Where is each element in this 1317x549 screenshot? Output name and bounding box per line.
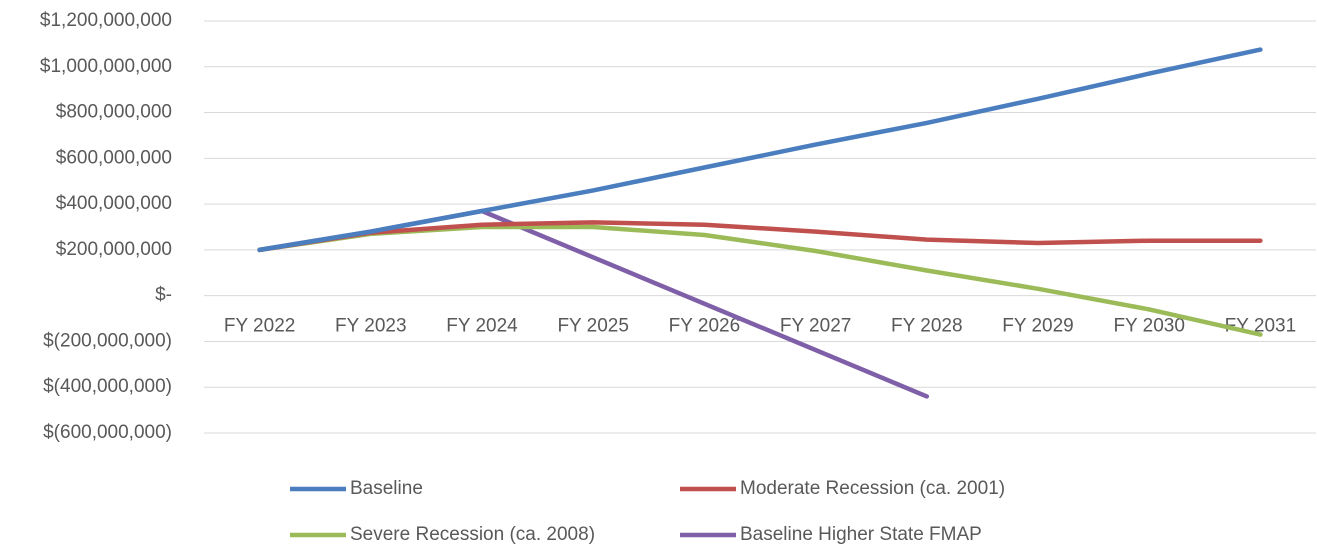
x-axis: FY 2022 FY 2023 FY 2024 FY 2025 FY 2026 FY 20… — [224, 316, 1296, 337]
y-tick-label: $(200,000,000) — [43, 330, 172, 351]
y-axis: $1,200,000,000 $1,000,000,000 $800,000,000… — [40, 10, 172, 443]
y-tick-label: $(600,000,000) — [43, 422, 172, 443]
y-tick-label: $1,000,000,000 — [40, 56, 172, 77]
x-tick-label: FY 2028 — [891, 316, 962, 337]
x-tick-label: FY 2026 — [669, 316, 740, 337]
y-tick-label: $800,000,000 — [56, 102, 172, 123]
y-tick-label: $1,200,000,000 — [40, 10, 172, 31]
series-line-2 — [257, 220, 1263, 253]
legend-label: Severe Recession (ca. 2008) — [350, 524, 595, 545]
legend-label: Moderate Recession (ca. 2001) — [740, 478, 1005, 499]
x-tick-label: FY 2024 — [446, 316, 518, 337]
legend-label: Baseline Higher State FMAP — [740, 524, 982, 545]
y-tick-label: $400,000,000 — [56, 193, 172, 214]
y-tick-label: $200,000,000 — [56, 239, 172, 260]
x-tick-label: FY 2030 — [1113, 316, 1184, 337]
gridlines — [204, 20, 1316, 434]
y-tick-label: $- — [155, 285, 172, 306]
y-tick-label: $600,000,000 — [56, 147, 172, 168]
series-line-4 — [257, 208, 930, 399]
series-lines — [257, 47, 1263, 399]
x-tick-label: FY 2025 — [557, 316, 628, 337]
legend-label: Baseline — [350, 478, 423, 499]
x-tick-label: FY 2027 — [780, 316, 851, 337]
x-tick-label: FY 2029 — [1002, 316, 1073, 337]
x-tick-label: FY 2022 — [224, 316, 295, 337]
series-line-1 — [257, 47, 1263, 253]
y-tick-label: $(400,000,000) — [43, 376, 172, 397]
x-tick-label: FY 2023 — [335, 316, 406, 337]
legend: Baseline Moderate Recession (ca. 2001) Sev… — [290, 478, 1005, 545]
